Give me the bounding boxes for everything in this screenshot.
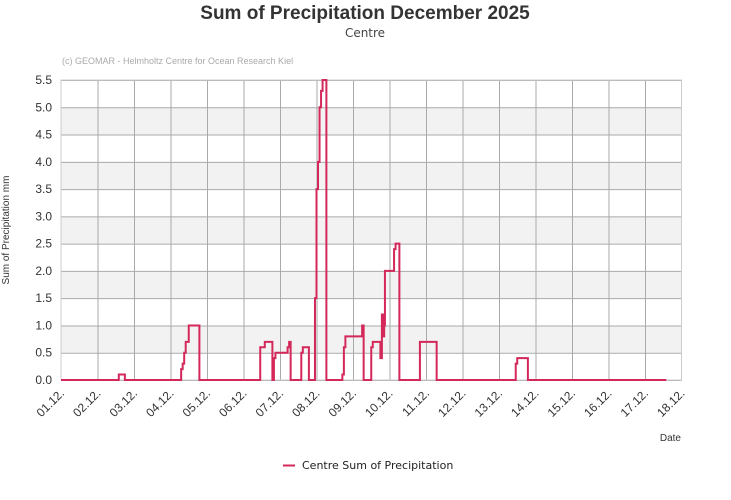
x-tick-label: 01.12. xyxy=(34,386,67,419)
x-tick-label: 16.12. xyxy=(581,386,614,419)
x-tick-label: 02.12. xyxy=(70,386,103,419)
y-tick-label: 4.0 xyxy=(35,155,52,169)
y-tick-label: 3.0 xyxy=(35,209,52,223)
y-tick-label: 0.0 xyxy=(35,373,52,387)
y-axis-ticks: 0.0 0.5 1.0 1.5 2.0 2.5 3.0 3.5 4.0 4.5 5.0 5.5 xyxy=(35,73,52,387)
x-tick-label: 03.12. xyxy=(107,386,140,419)
plot-band xyxy=(61,270,682,299)
series-lines xyxy=(60,79,667,381)
plot-band xyxy=(61,107,682,135)
x-tick-label: 08.12. xyxy=(289,386,322,419)
y-tick-label: 3.5 xyxy=(35,182,52,196)
grid-lines xyxy=(61,80,682,381)
x-tick-label: 10.12. xyxy=(362,386,395,419)
chart-subtitle: Centre xyxy=(345,26,385,40)
x-tick-label: 13.12. xyxy=(472,386,505,419)
x-axis-label: Date xyxy=(660,433,682,444)
y-axis-label: Sum of Precipitation mm xyxy=(1,176,12,285)
y-tick-label: 5.5 xyxy=(35,73,52,87)
x-tick-label: 14.12. xyxy=(508,386,541,419)
y-tick-label: 4.5 xyxy=(35,128,52,142)
x-tick-label: 12.12. xyxy=(435,386,468,419)
y-tick-label: 5.0 xyxy=(35,100,52,114)
series-line xyxy=(61,79,667,381)
x-axis-ticks: 01.12. 02.12. 03.12. 04.12. 05.12. 06.12. 07.1… xyxy=(34,386,688,419)
y-tick-label: 1.0 xyxy=(35,318,52,332)
plot-band xyxy=(61,161,682,190)
x-tick-label: 04.12. xyxy=(143,386,176,419)
x-tick-label: 06.12. xyxy=(216,386,249,419)
y-tick-label: 2.0 xyxy=(35,264,52,278)
y-tick-label: 2.5 xyxy=(35,237,52,251)
y-tick-label: 0.5 xyxy=(35,346,52,360)
x-tick-label: 15.12. xyxy=(545,386,578,419)
legend-label: Centre Sum of Precipitation xyxy=(302,459,453,472)
plot-bands xyxy=(61,107,682,353)
y-tick-label: 1.5 xyxy=(35,291,52,305)
legend-item[interactable]: Centre Sum of Precipitation xyxy=(283,459,453,472)
x-tick-label: 09.12. xyxy=(326,386,359,419)
x-tick-label: 11.12. xyxy=(399,386,432,419)
x-tick-label: 18.12. xyxy=(654,386,687,419)
x-tick-label: 17.12. xyxy=(618,386,651,419)
x-tick-label: 05.12. xyxy=(180,386,213,419)
chart-title: Sum of Precipitation December 2025 xyxy=(200,3,530,24)
credit-text: (c) GEOMAR - Helmholtz Centre for Ocean … xyxy=(62,56,293,66)
plot-band xyxy=(61,216,682,244)
x-tick-label: 07.12. xyxy=(253,386,286,419)
